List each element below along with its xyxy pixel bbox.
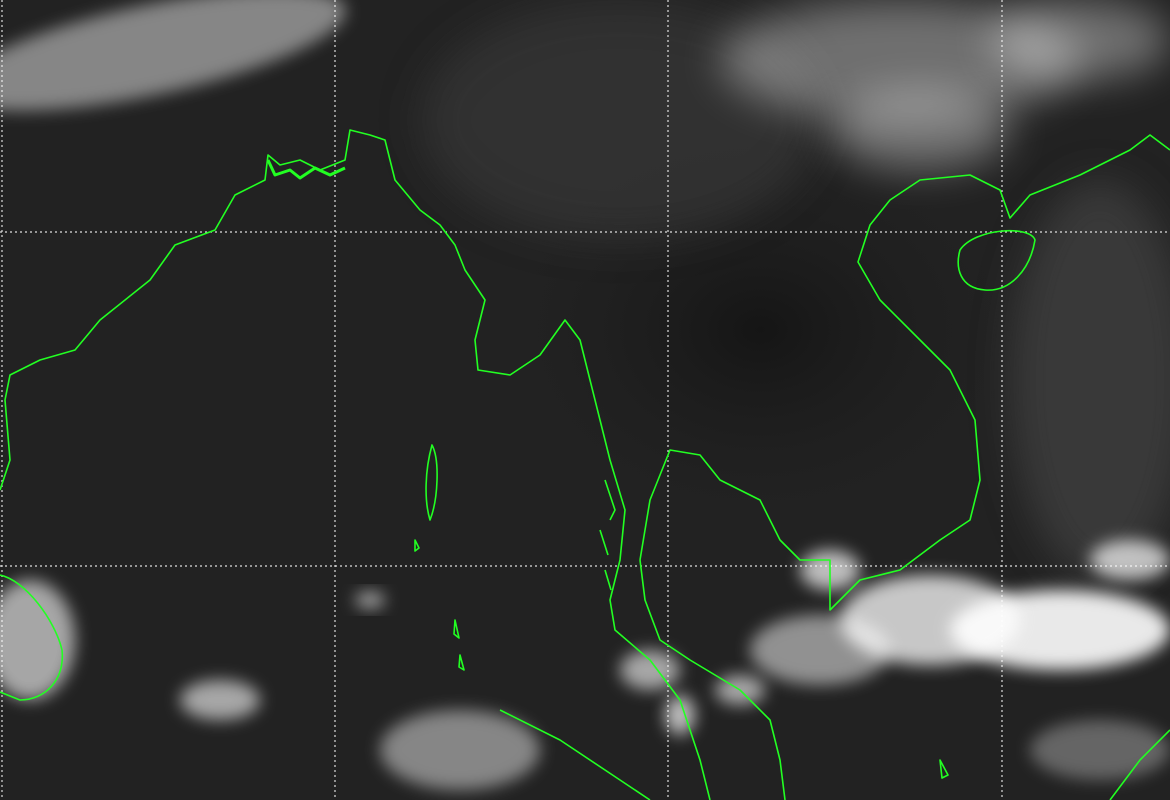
coastline-mergui-islands [599,479,949,779]
coastline-malay-peninsula [639,559,786,800]
coastline-borneo [1109,729,1170,800]
coastline-sumatra [499,709,651,800]
coastline-andaman-islands [414,444,465,671]
coastline-thailand-vietnam-china [639,134,1170,611]
coastline-india-myanmar [0,129,711,800]
coastline-bangladesh-delta [266,159,346,180]
coastline-hainan [957,229,1036,291]
coastlines [0,129,1170,800]
coastline-sri-lanka [0,574,64,701]
